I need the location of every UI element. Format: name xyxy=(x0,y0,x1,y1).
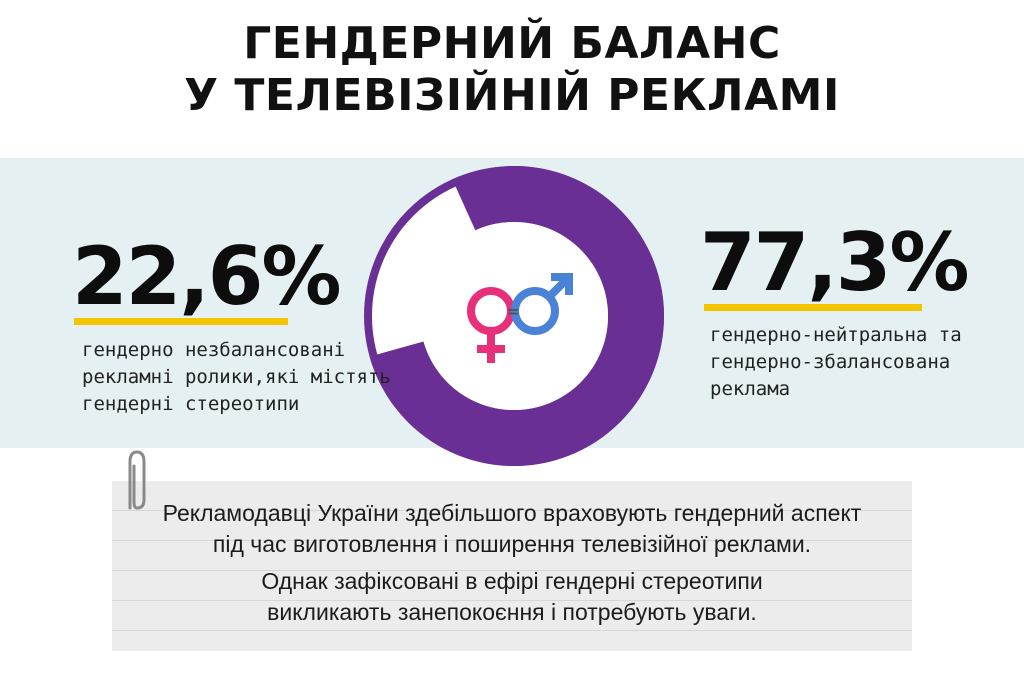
left-desc-line: гендерні стереотипи xyxy=(82,393,300,415)
note-card xyxy=(112,481,912,651)
note-line: Рекламодавці України здебільшого врахову… xyxy=(162,500,862,526)
left-desc-line: гендерно незбалансовані xyxy=(82,339,346,361)
left-underline xyxy=(74,318,288,325)
right-underline xyxy=(704,304,922,311)
paperclip-icon xyxy=(128,450,146,510)
right-desc-line: реклама xyxy=(710,378,791,400)
left-desc-line: рекламні ролики,які містять xyxy=(82,366,391,388)
right-desc-line: гендерно-збалансована xyxy=(710,351,951,373)
note-line: викликають занепокоєння і потребують ува… xyxy=(267,599,757,625)
donut-outer-rim xyxy=(364,166,664,466)
slice-unbalanced xyxy=(364,179,476,357)
title-line-1: ГЕНДЕРНИЙ БАЛАНС xyxy=(243,18,781,69)
equals-sign: = xyxy=(506,302,519,321)
gender-equality-icon: = xyxy=(467,273,573,363)
title-line-2: У ТЕЛЕВІЗІЙНІЙ РЕКЛАМІ xyxy=(184,70,840,121)
note-line: під час виготовлення і поширення телевіз… xyxy=(212,531,812,557)
right-percent-label: 77,3% xyxy=(700,216,970,309)
left-percent-label: 22,6% xyxy=(72,230,342,323)
male-symbol-icon xyxy=(511,273,573,335)
donut-chart: = xyxy=(364,166,664,466)
right-desc-line: гендерно-нейтральна та xyxy=(710,324,962,346)
page-title: ГЕНДЕРНИЙ БАЛАНС У ТЕЛЕВІЗІЙНІЙ РЕКЛАМІ xyxy=(0,18,1024,122)
note-line: Однак зафіксовані в ефірі гендерні стере… xyxy=(261,568,763,594)
note-text: Рекламодавці України здебільшого врахову… xyxy=(112,498,912,628)
slice-balanced xyxy=(369,166,664,466)
right-description: гендерно-нейтральна та гендерно-збалансо… xyxy=(710,322,1010,403)
left-description: гендерно незбалансовані рекламні ролики,… xyxy=(82,337,391,418)
